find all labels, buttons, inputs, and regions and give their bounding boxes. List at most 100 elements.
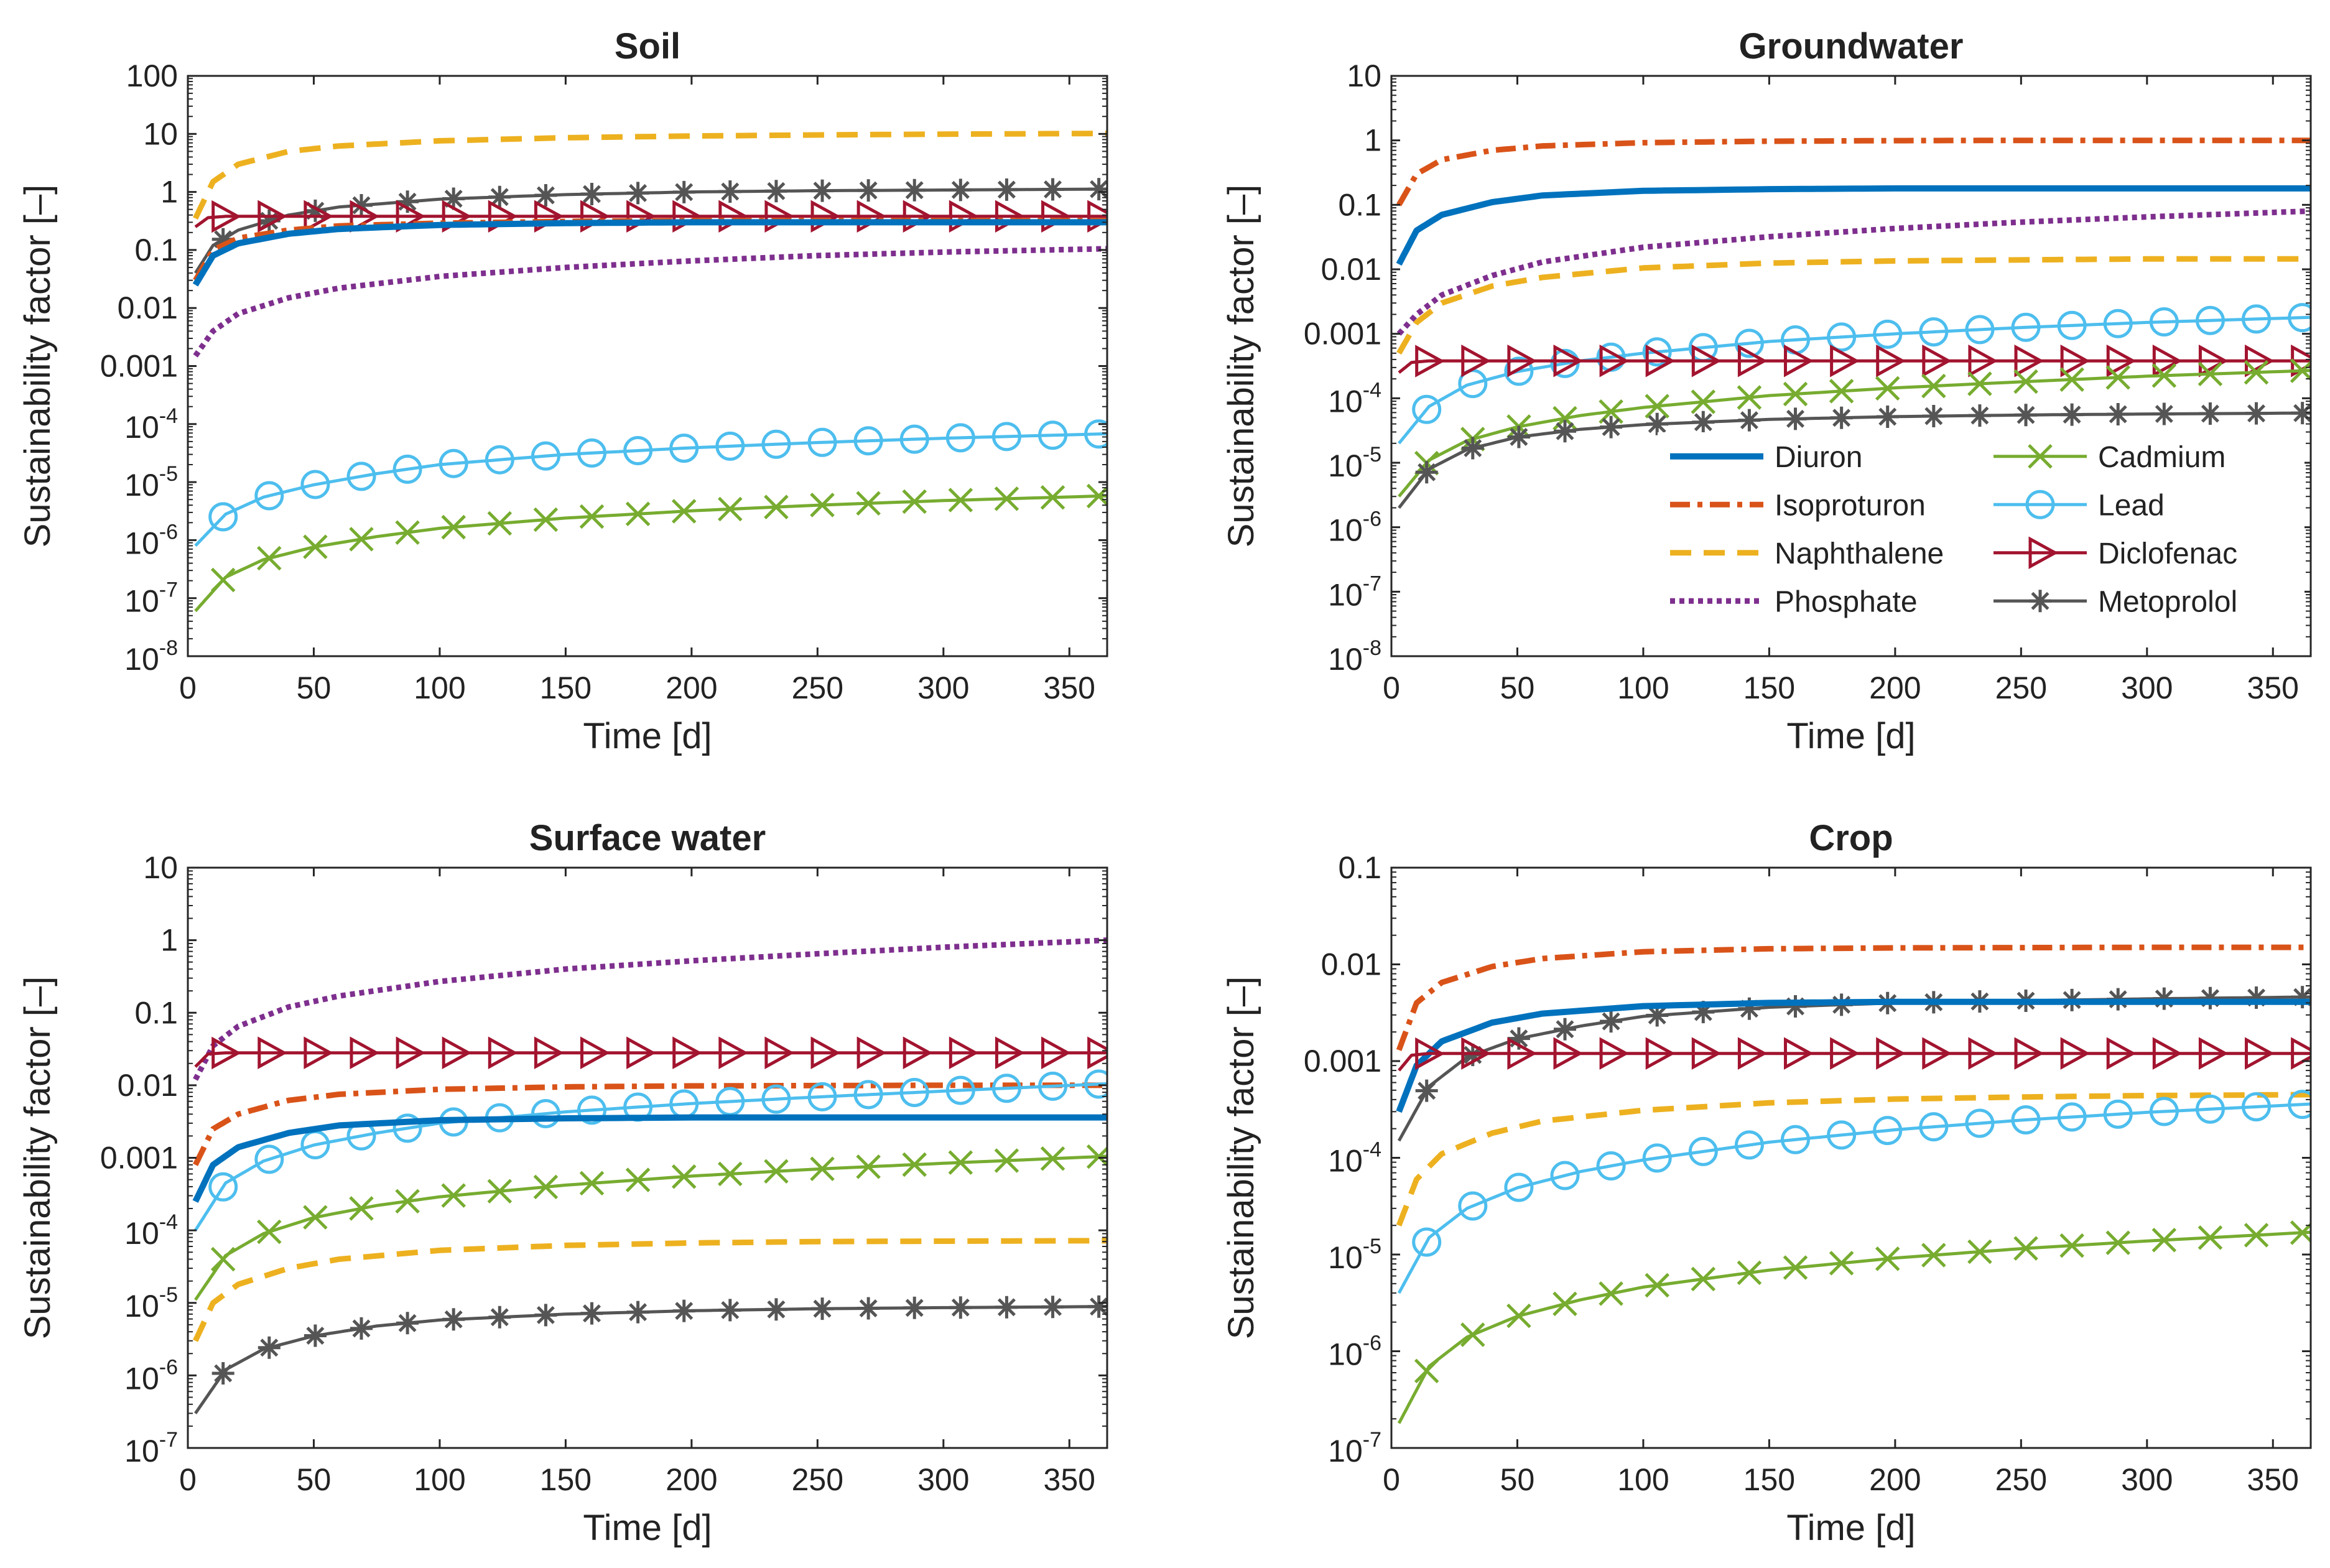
series-naphthalene bbox=[1396, 1092, 2311, 1227]
legend-label: Metoprolol bbox=[2098, 585, 2237, 618]
y-axis-label: Sustainability factor [–] bbox=[17, 977, 58, 1340]
marker-diclofenac bbox=[258, 1036, 287, 1069]
series-lead bbox=[194, 419, 1107, 547]
y-tick-label: 0.01 bbox=[118, 290, 178, 325]
panel-groundwater: 0 50 100 150 200 250 300 350 10 1 0.1 0.01 0.001 10-4… bbox=[1221, 26, 2312, 756]
marker-cadmium bbox=[210, 567, 236, 593]
marker-metoprolol bbox=[672, 1299, 695, 1322]
series-diuron bbox=[1396, 185, 2311, 266]
marker-cadmium bbox=[579, 1171, 605, 1196]
marker-diclofenac bbox=[810, 1036, 841, 1069]
marker-metoprolol bbox=[1041, 1296, 1064, 1319]
y-tick-label: 10-8 bbox=[124, 636, 178, 677]
series-isoproturon bbox=[1396, 944, 2311, 1051]
marker-lead bbox=[577, 1095, 607, 1125]
marker-lead bbox=[254, 1144, 284, 1174]
marker-cadmium bbox=[2198, 361, 2223, 387]
series-diclofenac bbox=[194, 1036, 1107, 1070]
marker-lead bbox=[623, 435, 653, 465]
marker-metoprolol bbox=[350, 194, 373, 217]
x-tick-label: 200 bbox=[1869, 670, 1921, 705]
plot-area bbox=[188, 76, 1107, 656]
marker-metoprolol bbox=[1600, 415, 1623, 438]
marker-lead bbox=[945, 1075, 975, 1105]
marker-cadmium bbox=[764, 1159, 789, 1184]
marker-lead bbox=[346, 462, 376, 491]
legend-label: Diuron bbox=[1775, 441, 1862, 474]
marker-diclofenac bbox=[1691, 1037, 1722, 1070]
marker-lead bbox=[531, 1099, 560, 1129]
marker-metoprolol bbox=[995, 1296, 1018, 1319]
marker-lead bbox=[1827, 1120, 1857, 1150]
y-tick-label: 0.1 bbox=[1338, 187, 1381, 222]
marker-diclofenac bbox=[1922, 345, 1952, 378]
marker-metoprolol bbox=[718, 180, 741, 203]
legend-item-metoprolol: Metoprolol bbox=[1993, 585, 2237, 618]
marker-lead bbox=[254, 481, 284, 511]
marker-lead bbox=[761, 429, 791, 459]
marker-cadmium bbox=[1829, 379, 1854, 404]
marker-lead bbox=[1873, 319, 1903, 349]
marker-cadmium bbox=[1737, 385, 1762, 410]
x-tick-label: 300 bbox=[2121, 670, 2173, 705]
marker-cadmium bbox=[1645, 1273, 1669, 1298]
legend-label: Diclofenac bbox=[2098, 537, 2237, 570]
x-tick-label: 50 bbox=[1500, 1462, 1535, 1497]
marker-diclofenac bbox=[1645, 345, 1676, 378]
y-tick-label: 10-8 bbox=[1328, 636, 1381, 677]
marker-lead bbox=[899, 1077, 929, 1107]
marker-diclofenac bbox=[1553, 1037, 1584, 1070]
marker-metoprolol bbox=[2061, 403, 2084, 426]
x-axis-label: Time [d] bbox=[1786, 716, 1915, 756]
series-diclofenac bbox=[194, 200, 1107, 233]
marker-lead bbox=[1550, 1161, 1580, 1190]
series-line-diuron bbox=[192, 219, 1107, 287]
marker-lead bbox=[1688, 1136, 1718, 1166]
y-tick-label: 0.001 bbox=[1304, 1044, 1381, 1079]
plot-area bbox=[188, 868, 1107, 1448]
marker-lead bbox=[1596, 1151, 1626, 1181]
marker-lead bbox=[2195, 1094, 2225, 1124]
series-phosphate bbox=[1396, 208, 2311, 336]
marker-cadmium bbox=[2059, 367, 2084, 392]
marker-lead bbox=[853, 1080, 883, 1110]
marker-metoprolol bbox=[2153, 402, 2176, 425]
marker-metoprolol bbox=[1415, 1079, 1438, 1102]
marker-lead bbox=[669, 434, 699, 463]
x-tick-label: 0 bbox=[179, 1462, 197, 1497]
y-axis-label: Sustainability factor [–] bbox=[1221, 977, 1261, 1340]
marker-cadmium bbox=[2244, 360, 2269, 385]
marker-cadmium bbox=[487, 511, 513, 536]
x-tick-label: 100 bbox=[1617, 1462, 1669, 1497]
marker-metoprolol bbox=[949, 179, 972, 202]
marker-diclofenac bbox=[258, 200, 287, 233]
x-tick-label: 150 bbox=[540, 670, 592, 705]
marker-cadmium bbox=[441, 1183, 466, 1208]
marker-metoprolol bbox=[2245, 986, 2268, 1009]
marker-cadmium bbox=[2013, 369, 2038, 394]
x-axis-label: Time [d] bbox=[583, 716, 712, 756]
marker-metoprolol bbox=[857, 1297, 880, 1320]
marker-cadmium bbox=[1645, 394, 1669, 419]
x-tick-label: 100 bbox=[414, 1462, 465, 1497]
marker-diclofenac bbox=[1461, 1037, 1491, 1070]
panel-title: Surface water bbox=[529, 818, 766, 858]
series-phosphate bbox=[193, 937, 1107, 1081]
series-line-diclofenac bbox=[194, 215, 1107, 228]
marker-lead bbox=[1084, 1069, 1107, 1099]
marker-cadmium bbox=[902, 489, 927, 514]
x-tick-label: 250 bbox=[792, 1462, 843, 1497]
marker-cadmium bbox=[257, 1219, 282, 1245]
marker-metoprolol bbox=[626, 1301, 649, 1324]
marker-metoprolol bbox=[2291, 402, 2311, 425]
marker-lead bbox=[2103, 1099, 2133, 1129]
marker-cadmium bbox=[2105, 1230, 2130, 1255]
marker-cadmium bbox=[625, 1167, 651, 1192]
marker-diclofenac bbox=[672, 1036, 702, 1069]
marker-lead bbox=[807, 1082, 837, 1111]
marker-metoprolol bbox=[1784, 995, 1807, 1018]
y-tick-label: 10-7 bbox=[124, 1428, 178, 1468]
marker-metoprolol bbox=[580, 182, 603, 205]
marker-cadmium bbox=[1460, 1322, 1485, 1347]
marker-diclofenac bbox=[211, 1036, 241, 1070]
